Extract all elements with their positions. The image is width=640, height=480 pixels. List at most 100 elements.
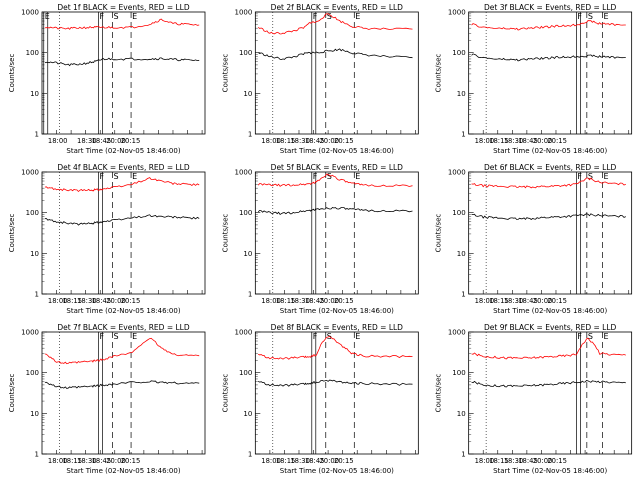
marker-label: S bbox=[588, 172, 593, 181]
x-tick-label: 18:45 bbox=[518, 297, 538, 305]
x-tick-label: 18:00 bbox=[261, 137, 281, 145]
y-tick-label: 1000 bbox=[21, 9, 39, 17]
x-axis-label: Start Time (02-Nov-05 18:46:00) bbox=[66, 307, 180, 315]
plot-frame bbox=[254, 331, 419, 455]
x-tick-label: 18:45 bbox=[92, 457, 112, 465]
marker-label: F bbox=[99, 332, 104, 341]
marker-label: S bbox=[327, 172, 332, 181]
series-line bbox=[257, 13, 413, 35]
y-tick-label: 1 bbox=[248, 291, 252, 299]
marker-label: E bbox=[45, 12, 50, 21]
x-tick-label: 18:15 bbox=[276, 457, 296, 465]
x-tick-label: 20:15 bbox=[121, 137, 141, 145]
x-tick-label: 18:30 bbox=[504, 137, 524, 145]
panel-title: Det 9f BLACK = Events, RED = LLD bbox=[484, 323, 617, 332]
y-tick-label: 100 bbox=[452, 209, 465, 217]
panel-7: Det 7f BLACK = Events, RED = LLD 1 10 100 10… bbox=[8, 323, 206, 475]
x-tick-label: 18:30 bbox=[290, 297, 310, 305]
panel-6: Det 6f BLACK = Events, RED = LLD 1 10 100 10… bbox=[435, 163, 633, 315]
series-line bbox=[44, 177, 200, 193]
y-tick-label: 1 bbox=[35, 131, 39, 139]
x-tick-label: 18:45 bbox=[92, 297, 112, 305]
x-tick-label: 18:00 bbox=[475, 457, 495, 465]
x-axis-label: Start Time (02-Nov-05 18:46:00) bbox=[66, 147, 180, 155]
marker-label: F bbox=[313, 172, 318, 181]
series-line bbox=[471, 337, 626, 360]
panel-8: Det 8f BLACK = Events, RED = LLD 1 10 100 10… bbox=[221, 323, 419, 475]
y-tick-label: 1 bbox=[461, 131, 465, 139]
x-tick-label: 18:00 bbox=[48, 137, 68, 145]
x-tick-label: 20:00 bbox=[533, 297, 553, 305]
x-tick-label: 18:30 bbox=[290, 457, 310, 465]
y-tick-label: 100 bbox=[239, 49, 252, 57]
y-tick-label: 100 bbox=[452, 49, 465, 57]
x-tick-label: 20:00 bbox=[319, 137, 339, 145]
series-line bbox=[257, 48, 413, 61]
x-tick-label: 20:15 bbox=[334, 297, 354, 305]
x-tick-label: 18:30 bbox=[290, 137, 310, 145]
x-tick-label: 20:00 bbox=[319, 297, 339, 305]
marker-label: F bbox=[313, 12, 318, 21]
x-tick-label: 20:15 bbox=[334, 137, 354, 145]
x-tick-label: 18:30 bbox=[77, 457, 97, 465]
y-tick-label: 1000 bbox=[21, 169, 39, 177]
x-tick-label: 20:15 bbox=[547, 457, 567, 465]
series-line bbox=[44, 337, 200, 365]
x-tick-label: 18:00 bbox=[475, 137, 495, 145]
y-tick-label: 100 bbox=[26, 209, 39, 217]
panel-5: Det 5f BLACK = Events, RED = LLD 1 10 100 10… bbox=[221, 163, 419, 315]
series-line bbox=[44, 57, 200, 67]
x-tick-label: 18:00 bbox=[48, 457, 68, 465]
panel-title: Det 3f BLACK = Events, RED = LLD bbox=[484, 3, 617, 12]
x-tick-label: 18:30 bbox=[77, 297, 97, 305]
series-line bbox=[471, 380, 626, 388]
plot-frame bbox=[254, 171, 419, 295]
marker-label: S bbox=[113, 332, 118, 341]
series-line bbox=[44, 214, 200, 226]
marker-label: F bbox=[577, 12, 582, 21]
panel-title: Det 7f BLACK = Events, RED = LLD bbox=[57, 323, 190, 332]
marker-label: E bbox=[355, 12, 360, 21]
series-line bbox=[471, 177, 626, 189]
y-tick-label: 10 bbox=[30, 250, 39, 258]
plot-frame bbox=[41, 171, 206, 295]
y-tick-label: 10 bbox=[243, 90, 252, 98]
series-line bbox=[258, 335, 413, 360]
y-tick-label: 1 bbox=[35, 451, 39, 459]
x-tick-label: 18:00 bbox=[261, 457, 281, 465]
marker-label: F bbox=[99, 12, 104, 21]
marker-label: F bbox=[577, 172, 582, 181]
marker-label: E bbox=[132, 12, 137, 21]
series-line bbox=[257, 207, 413, 216]
x-tick-label: 20:15 bbox=[334, 457, 354, 465]
marker-label: E bbox=[604, 12, 609, 21]
x-axis-label: Start Time (02-Nov-05 18:46:00) bbox=[493, 467, 607, 475]
x-axis-label: Start Time (02-Nov-05 18:46:00) bbox=[280, 467, 394, 475]
marker-label: E bbox=[132, 172, 137, 181]
x-tick-label: 18:30 bbox=[504, 297, 524, 305]
x-axis-label: Start Time (02-Nov-05 18:46:00) bbox=[66, 467, 180, 475]
x-tick-label: 18:30 bbox=[504, 457, 524, 465]
series-line bbox=[471, 213, 626, 221]
x-tick-label: 18:15 bbox=[276, 297, 296, 305]
marker-label: S bbox=[113, 12, 118, 21]
y-axis-label: Counts/sec bbox=[8, 54, 16, 93]
plot-frame bbox=[41, 11, 206, 135]
x-axis-label: Start Time (02-Nov-05 18:46:00) bbox=[493, 307, 607, 315]
y-tick-label: 1000 bbox=[21, 329, 39, 337]
x-tick-label: 20:00 bbox=[106, 297, 126, 305]
series-line bbox=[44, 380, 200, 389]
marker-label: F bbox=[313, 332, 318, 341]
y-axis-label: Counts/sec bbox=[435, 214, 443, 253]
marker-label: S bbox=[588, 332, 593, 341]
marker-label: E bbox=[355, 332, 360, 341]
y-tick-label: 10 bbox=[457, 250, 466, 258]
plot-frame bbox=[468, 11, 633, 135]
y-tick-label: 1000 bbox=[448, 169, 466, 177]
panel-title: Det 6f BLACK = Events, RED = LLD bbox=[484, 163, 617, 172]
series-line bbox=[257, 173, 413, 187]
series-line bbox=[44, 18, 200, 30]
y-tick-label: 10 bbox=[457, 410, 466, 418]
y-tick-label: 1000 bbox=[235, 329, 253, 337]
